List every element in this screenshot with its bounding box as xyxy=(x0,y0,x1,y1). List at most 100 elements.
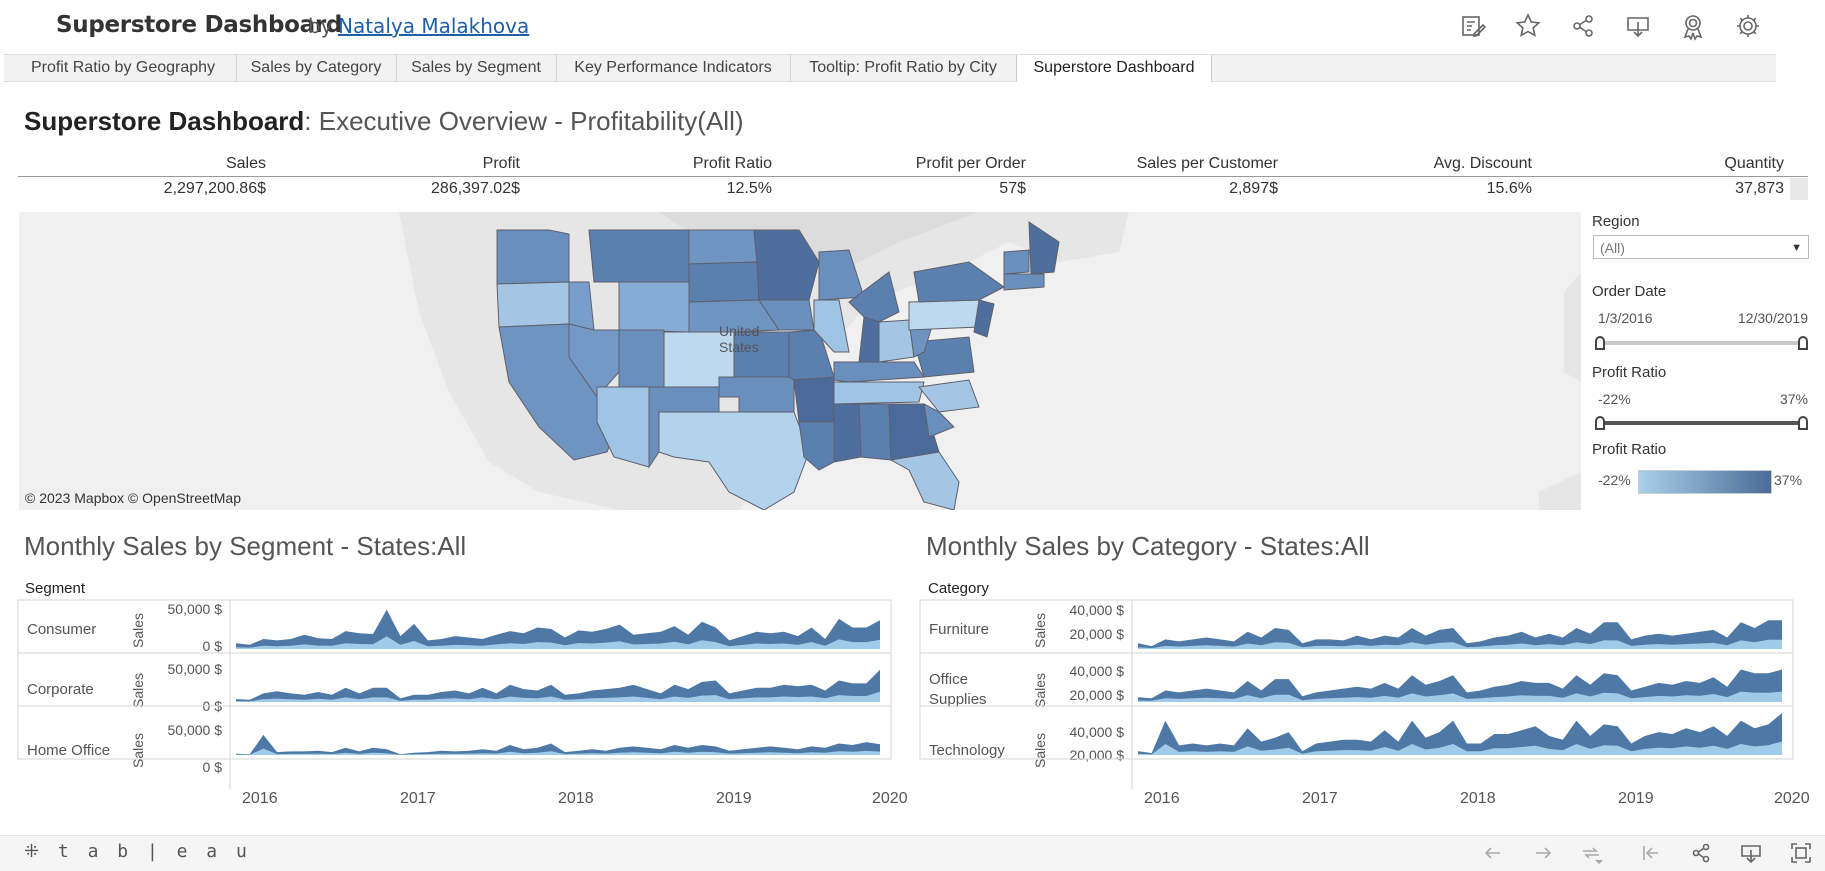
segment-area-corporate[interactable] xyxy=(236,669,880,702)
state-south-carolina xyxy=(923,403,955,438)
order-date-end-handle[interactable] xyxy=(1798,336,1808,350)
segment-tick-top-3: 50,000 $ xyxy=(167,722,223,738)
category-year-2016: 2016 xyxy=(1144,790,1180,807)
state-utah xyxy=(618,329,665,388)
profit-ratio-max: 37% xyxy=(1779,391,1808,407)
tab-sales-by-segment[interactable]: Sales by Segment xyxy=(396,55,557,81)
kpi-profit-label: Profit xyxy=(482,155,520,172)
profit-ratio-map[interactable]: United States xyxy=(19,212,1581,510)
download-icon[interactable] xyxy=(1622,10,1654,42)
tab-tooltip-profit-ratio-by-city[interactable]: Tooltip: Profit Ratio by City xyxy=(790,55,1017,81)
segment-area-consumer[interactable] xyxy=(236,609,880,649)
category-frame xyxy=(919,599,1794,760)
state-mississippi xyxy=(833,403,862,463)
map-canvas: United States xyxy=(399,212,1581,510)
state-arizona xyxy=(596,386,650,468)
share-icon[interactable] xyxy=(1567,10,1599,42)
profit-ratio-slider-track[interactable] xyxy=(1598,421,1806,425)
state-north-dakota xyxy=(688,229,758,265)
category-year-2019: 2019 xyxy=(1618,790,1654,807)
kpi-profit-ratio-value: 12.5% xyxy=(726,180,772,197)
category-area-technology[interactable] xyxy=(1138,713,1782,755)
kpi-sales-label: Sales xyxy=(225,155,266,172)
by-label: by xyxy=(308,14,333,38)
tab-superstore-dashboard[interactable]: Superstore Dashboard xyxy=(1016,55,1212,82)
segment-row-consumer: Consumer xyxy=(27,621,97,638)
region-dropdown[interactable]: (All) ▼ xyxy=(1593,235,1809,259)
kpi-scroll-box xyxy=(1790,178,1808,200)
segment-tick-top-2: 50,000 $ xyxy=(167,661,223,677)
kpi-profit-per-order-label: Profit per Order xyxy=(915,155,1026,172)
map-country-label-2: States xyxy=(719,339,759,355)
segment-row-corporate: Corporate xyxy=(27,681,94,698)
kpi-sales-per-customer-value: 2,897$ xyxy=(1229,180,1278,197)
tab-key-performance-indicators[interactable]: Key Performance Indicators xyxy=(556,55,791,81)
category-tick-mid-1: 20,000 $ xyxy=(1069,626,1125,642)
profit-ratio-min-handle[interactable] xyxy=(1595,416,1605,430)
kpi-quantity-label: Quantity xyxy=(1724,155,1784,172)
category-tick-mid-2: 20,000 $ xyxy=(1069,687,1125,703)
state-texas xyxy=(658,411,810,510)
kpi-profit-ratio-label: Profit Ratio xyxy=(692,155,772,172)
region-filter-label: Region xyxy=(1592,213,1640,230)
dashboard-title: Superstore Dashboard: Executive Overview… xyxy=(24,106,744,137)
state-pennsylvania xyxy=(908,299,980,331)
kpi-avg-discount-value: 15.6% xyxy=(1486,180,1532,197)
award-icon[interactable] xyxy=(1677,10,1709,42)
author-link[interactable]: Natalya Malakhova xyxy=(338,14,530,38)
state-maine xyxy=(1028,221,1060,275)
segment-year-2016: 2016 xyxy=(242,790,278,807)
state-alabama xyxy=(858,403,892,461)
order-date-filter-label: Order Date xyxy=(1592,283,1667,300)
category-area-secondary-technology[interactable] xyxy=(1138,741,1782,756)
fullscreen-icon[interactable] xyxy=(1788,840,1814,866)
dashboard-title-bold: Superstore Dashboard xyxy=(24,106,305,136)
segment-chart-title: Monthly Sales by Segment - States:All xyxy=(24,531,467,561)
edit-icon[interactable] xyxy=(1457,10,1489,42)
chevron-down-icon: ▼ xyxy=(1791,242,1802,254)
gear-icon[interactable] xyxy=(1732,10,1764,42)
profit-ratio-max-handle[interactable] xyxy=(1798,416,1808,430)
segment-year-2020: 2020 xyxy=(872,790,908,807)
category-area-secondary-office-supplies[interactable] xyxy=(1138,691,1782,702)
order-date-start: 1/3/2016 xyxy=(1598,310,1653,326)
undo-icon[interactable] xyxy=(1480,840,1506,866)
segment-area-secondary-home-office[interactable] xyxy=(236,748,880,755)
segment-area-secondary-consumer[interactable] xyxy=(236,636,880,649)
star-icon[interactable] xyxy=(1512,10,1544,42)
profit-ratio-min: -22% xyxy=(1598,391,1631,407)
reset-icon[interactable] xyxy=(1638,840,1664,866)
category-header: Category xyxy=(928,580,989,597)
category-tick-top-1: 40,000 $ xyxy=(1069,602,1125,618)
category-area-secondary-furniture[interactable] xyxy=(1138,639,1782,649)
category-area-office-supplies[interactable] xyxy=(1138,669,1782,703)
state-oregon xyxy=(496,281,570,328)
tableau-logo[interactable]: ⁜ t a b | e a u xyxy=(24,841,251,862)
order-date-slider-track[interactable] xyxy=(1598,341,1806,345)
kpi-sales-per-customer-label: Sales per Customer xyxy=(1136,155,1278,172)
order-date-start-handle[interactable] xyxy=(1595,336,1605,350)
segment-area-home-office[interactable] xyxy=(236,734,880,755)
redo-icon[interactable] xyxy=(1530,840,1556,866)
map-attribution[interactable]: © 2023 Mapbox © OpenStreetMap xyxy=(25,490,241,506)
state-arkansas xyxy=(793,376,835,423)
legend-max: 37% xyxy=(1774,472,1803,488)
footer-download-icon[interactable] xyxy=(1738,840,1764,866)
state-massachusetts xyxy=(1003,273,1045,291)
kpi-divider xyxy=(18,176,1808,177)
segment-area-secondary-corporate[interactable] xyxy=(236,691,880,702)
segment-chart-area[interactable] xyxy=(17,598,911,818)
category-row-furniture: Furniture xyxy=(929,621,990,638)
footer-share-icon[interactable] xyxy=(1688,840,1714,866)
state-vermont-nh xyxy=(1003,249,1030,275)
footer-toolbar xyxy=(0,835,1825,871)
tab-sales-by-category[interactable]: Sales by Category xyxy=(236,55,397,81)
sheet-tab-bar: Profit Ratio by Geography Sales by Categ… xyxy=(4,54,1776,82)
tab-profit-ratio-by-geography[interactable]: Profit Ratio by Geography xyxy=(10,55,237,81)
category-tick-top-3: 40,000 $ xyxy=(1069,724,1125,740)
category-chart-area[interactable] xyxy=(919,598,1813,818)
segment-year-2018: 2018 xyxy=(558,790,594,807)
state-idaho-north xyxy=(568,281,595,331)
segment-year-2019: 2019 xyxy=(716,790,752,807)
revert-icon[interactable] xyxy=(1578,840,1604,866)
